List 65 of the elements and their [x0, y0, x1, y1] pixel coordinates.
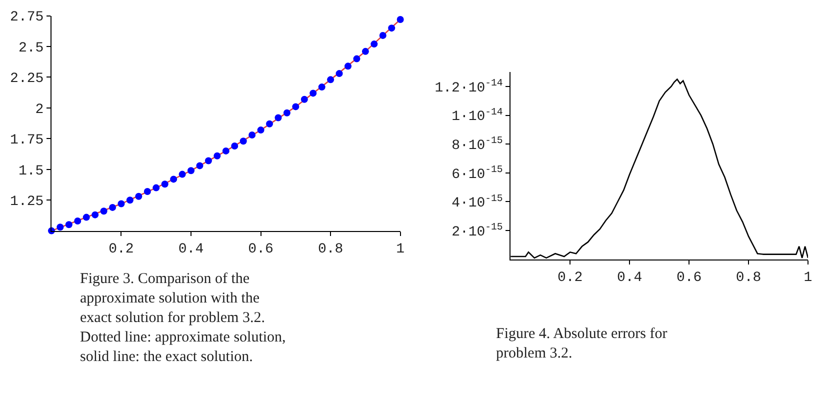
point: [170, 176, 178, 183]
y-tick-label: 8·10$^{-15}$: [452, 135, 503, 154]
y-tick-label: 1.2·10$^{-14}$: [434, 78, 503, 96]
x-tick-label: 1: [396, 242, 405, 258]
caption: Figure 4. Absolute errors for problem 3.2.: [496, 326, 668, 362]
y-tick-label: 1.75: [10, 132, 44, 149]
x-tick-label: 1: [804, 270, 812, 286]
x-tick-label: 0.2: [108, 242, 134, 258]
y-tick-label: 2.75: [10, 10, 44, 26]
point: [109, 204, 116, 211]
y-tick-label: 6·10$^{-15}$: [452, 164, 503, 183]
point: [118, 200, 125, 208]
point: [362, 48, 369, 55]
y-tick-label: 4·10$^{-15}$: [452, 192, 503, 212]
point: [257, 126, 264, 134]
point: [231, 142, 238, 150]
point: [292, 103, 300, 110]
y-tick-label: 1.5: [18, 163, 44, 180]
point: [204, 157, 212, 164]
y-tick-label: 1·10$^{-14}$: [452, 106, 503, 126]
point: [135, 192, 142, 200]
point: [274, 114, 282, 122]
point: [100, 208, 108, 215]
x-tick-label: 0.8: [736, 270, 762, 286]
point: [240, 138, 247, 145]
point: [353, 55, 360, 62]
point: [188, 167, 195, 174]
point: [266, 120, 274, 128]
point: [178, 170, 186, 178]
point: [310, 90, 317, 97]
point: [283, 109, 290, 116]
point: [144, 188, 151, 195]
point: [370, 40, 378, 48]
point: [56, 224, 64, 231]
point: [161, 180, 168, 188]
point: [152, 184, 160, 192]
y-tick-label: 2: [35, 102, 44, 118]
point: [222, 147, 230, 154]
caption: Figure 3. Comparison of the approximate solution with the exact solution for problem 3.2. Dotted line: approximate solution, solid line: the exact solution.: [80, 271, 286, 365]
y-tick-label: 2.5: [18, 40, 44, 56]
x-tick-label: 0.2: [557, 270, 583, 286]
point: [74, 217, 82, 224]
point: [126, 196, 134, 204]
x-tick-label: 0.6: [676, 270, 702, 286]
point: [214, 152, 221, 160]
y-tick-label: 2·10$^{-15}$: [452, 222, 503, 240]
point: [336, 70, 343, 78]
point: [344, 62, 352, 70]
x-tick-label: 0.4: [178, 242, 204, 258]
point: [82, 214, 90, 221]
x-tick-label: 0.6: [248, 242, 274, 258]
point: [196, 162, 204, 170]
point: [327, 76, 334, 84]
y-tick-label: 2.25: [10, 71, 44, 88]
point: [396, 16, 404, 23]
point: [65, 221, 72, 228]
point: [300, 96, 308, 103]
point: [388, 24, 396, 32]
x-tick-label: 0.4: [616, 270, 642, 286]
point: [318, 84, 326, 91]
point: [379, 32, 386, 39]
x-tick-label: 0.8: [318, 242, 344, 258]
point: [92, 211, 99, 218]
y-tick-label: 1.25: [10, 194, 44, 210]
point: [248, 131, 256, 138]
